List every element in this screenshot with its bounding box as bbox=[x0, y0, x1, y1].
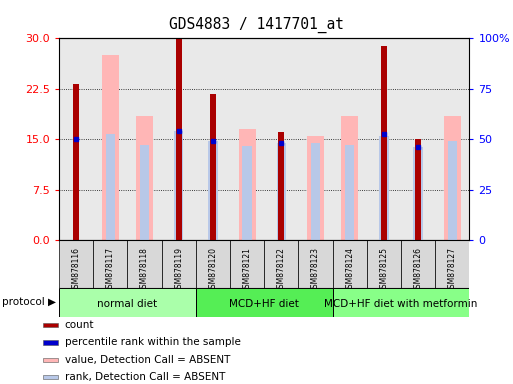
Text: GSM878127: GSM878127 bbox=[448, 247, 457, 293]
Bar bbox=[341, 116, 358, 240]
Bar bbox=[43, 340, 58, 344]
Text: MCD+HF diet: MCD+HF diet bbox=[229, 299, 299, 309]
Text: value, Detection Call = ABSENT: value, Detection Call = ABSENT bbox=[65, 355, 230, 365]
Bar bbox=[435, 38, 469, 240]
Text: count: count bbox=[65, 320, 94, 330]
Bar bbox=[210, 94, 216, 240]
Bar bbox=[162, 38, 196, 240]
Text: protocol ▶: protocol ▶ bbox=[3, 297, 56, 308]
Text: GSM878117: GSM878117 bbox=[106, 247, 115, 293]
Bar bbox=[401, 38, 435, 240]
Bar bbox=[196, 240, 230, 288]
Bar bbox=[367, 240, 401, 288]
Bar bbox=[345, 145, 354, 240]
Bar bbox=[401, 240, 435, 288]
Bar bbox=[43, 375, 58, 379]
Bar bbox=[93, 240, 127, 288]
Bar bbox=[264, 38, 299, 240]
Text: normal diet: normal diet bbox=[97, 299, 157, 309]
Bar bbox=[43, 358, 58, 362]
Bar bbox=[127, 240, 162, 288]
Text: GSM878118: GSM878118 bbox=[140, 247, 149, 293]
Bar bbox=[379, 136, 389, 240]
Text: GSM878119: GSM878119 bbox=[174, 247, 183, 293]
Bar bbox=[278, 132, 284, 240]
Bar bbox=[277, 142, 286, 240]
Bar bbox=[208, 141, 218, 240]
Bar bbox=[413, 147, 423, 240]
Text: GSM878116: GSM878116 bbox=[72, 247, 81, 293]
Bar bbox=[230, 240, 264, 288]
Bar bbox=[43, 323, 58, 327]
Bar bbox=[59, 288, 196, 317]
Bar bbox=[381, 46, 387, 240]
Text: GSM878120: GSM878120 bbox=[208, 247, 218, 293]
Bar bbox=[196, 38, 230, 240]
Bar bbox=[230, 38, 264, 240]
Bar bbox=[307, 136, 324, 240]
Bar bbox=[136, 116, 153, 240]
Bar bbox=[59, 38, 93, 240]
Text: rank, Detection Call = ABSENT: rank, Detection Call = ABSENT bbox=[65, 372, 225, 382]
Text: GSM878122: GSM878122 bbox=[277, 247, 286, 293]
Bar bbox=[332, 288, 469, 317]
Bar bbox=[332, 38, 367, 240]
Bar bbox=[174, 131, 184, 240]
Bar bbox=[127, 38, 162, 240]
Bar bbox=[239, 129, 255, 240]
Bar bbox=[311, 142, 320, 240]
Bar bbox=[73, 84, 79, 240]
Bar bbox=[415, 139, 421, 240]
Text: GSM878121: GSM878121 bbox=[243, 247, 251, 293]
Text: GSM878126: GSM878126 bbox=[413, 247, 423, 293]
Bar bbox=[299, 38, 332, 240]
Bar bbox=[435, 240, 469, 288]
Bar bbox=[102, 55, 119, 240]
Bar bbox=[59, 240, 93, 288]
Bar bbox=[140, 145, 149, 240]
Bar bbox=[444, 116, 461, 240]
Bar bbox=[106, 134, 115, 240]
Bar bbox=[299, 240, 332, 288]
Text: MCD+HF diet with metformin: MCD+HF diet with metformin bbox=[324, 299, 478, 309]
Bar bbox=[332, 240, 367, 288]
Text: GDS4883 / 1417701_at: GDS4883 / 1417701_at bbox=[169, 17, 344, 33]
Bar bbox=[367, 38, 401, 240]
Text: GSM878125: GSM878125 bbox=[380, 247, 388, 293]
Bar bbox=[162, 240, 196, 288]
Bar bbox=[175, 38, 182, 240]
Bar bbox=[242, 146, 252, 240]
Text: GSM878123: GSM878123 bbox=[311, 247, 320, 293]
Bar bbox=[93, 38, 127, 240]
Bar bbox=[196, 288, 332, 317]
Bar bbox=[447, 141, 457, 240]
Text: GSM878124: GSM878124 bbox=[345, 247, 354, 293]
Bar bbox=[264, 240, 299, 288]
Text: percentile rank within the sample: percentile rank within the sample bbox=[65, 337, 241, 348]
